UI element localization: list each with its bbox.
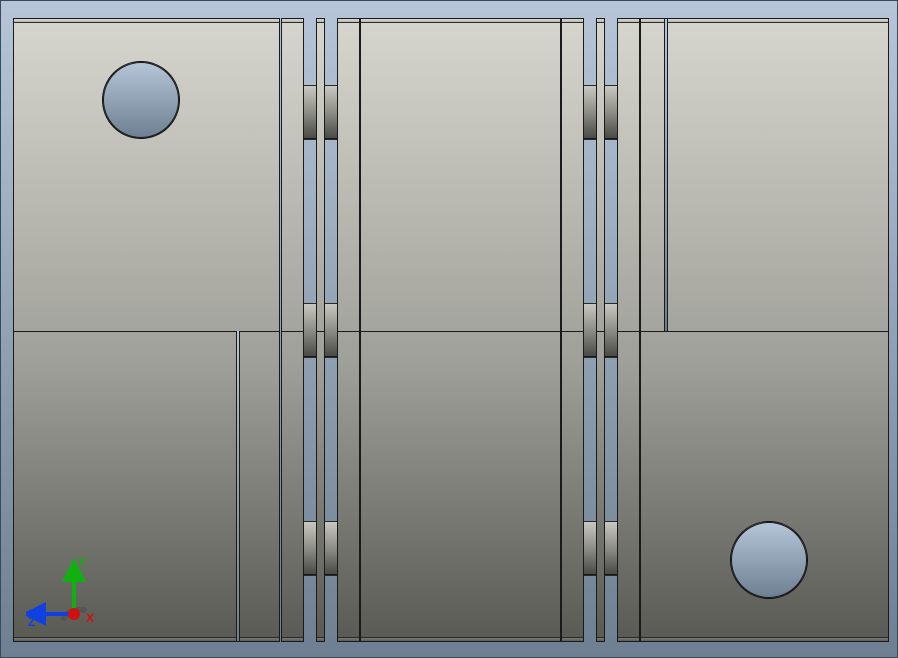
gap-b-left-arc-2-1: [584, 575, 596, 576]
gap-a-left-arc-2-0: [304, 521, 316, 522]
gap-b-left-arc-1-1: [584, 357, 596, 358]
shaft-gap-a-right-row-1: [325, 303, 337, 357]
gap-a-right-arc-0-0: [325, 85, 337, 86]
gap-a-left-arc-2-1: [304, 575, 316, 576]
thin-disc-a: [316, 18, 325, 642]
spacer-a-outer-left: [281, 18, 304, 642]
gap-b-left-arc-1-0: [584, 303, 596, 304]
gap-b-right-arc-1-1: [605, 357, 617, 358]
gap-a-right-arc-2-0: [325, 521, 337, 522]
gap-b-right-arc-2-0: [605, 521, 617, 522]
gap-b-left-arc-2-0: [584, 521, 596, 522]
left-plate-slit: [236, 331, 240, 641]
shaft-gap-b-left-row-0: [584, 85, 596, 139]
right-plate-hole: [730, 521, 808, 599]
shaft-gap-b-right-row-2: [605, 521, 617, 575]
shaft-gap-b-left-row-2: [584, 521, 596, 575]
gap-a-left-arc-0-1: [304, 139, 316, 140]
shaft-gap-a-left-row-0: [304, 85, 316, 139]
cad-viewport[interactable]: Y Z X: [0, 0, 898, 658]
shaft-gap-a-left-row-1: [304, 303, 316, 357]
right-plate-slit: [664, 19, 668, 331]
gap-a-left-arc-1-1: [304, 357, 316, 358]
gap-b-right-arc-2-1: [605, 575, 617, 576]
gap-b-right-arc-1-0: [605, 303, 617, 304]
shaft-gap-b-right-row-1: [605, 303, 617, 357]
shaft-gap-b-left-row-1: [584, 303, 596, 357]
shaft-gap-a-right-row-2: [325, 521, 337, 575]
shaft-gap-b-right-row-0: [605, 85, 617, 139]
spacer-b-outer-left: [561, 18, 584, 642]
gap-b-left-arc-0-0: [584, 85, 596, 86]
gap-a-left-arc-1-0: [304, 303, 316, 304]
center-plate: [360, 18, 561, 642]
gap-a-right-arc-1-1: [325, 357, 337, 358]
shaft-gap-a-left-row-2: [304, 521, 316, 575]
gap-b-left-arc-0-1: [584, 139, 596, 140]
gap-a-right-arc-0-1: [325, 139, 337, 140]
spacer-b-outer-right: [617, 18, 640, 642]
shaft-gap-a-right-row-0: [325, 85, 337, 139]
gap-a-right-arc-2-1: [325, 575, 337, 576]
spacer-a-outer-right: [337, 18, 360, 642]
gap-a-left-arc-0-0: [304, 85, 316, 86]
thin-disc-b: [596, 18, 605, 642]
left-plate-hole: [102, 61, 180, 139]
gap-b-right-arc-0-1: [605, 139, 617, 140]
gap-a-right-arc-1-0: [325, 303, 337, 304]
gap-b-right-arc-0-0: [605, 85, 617, 86]
